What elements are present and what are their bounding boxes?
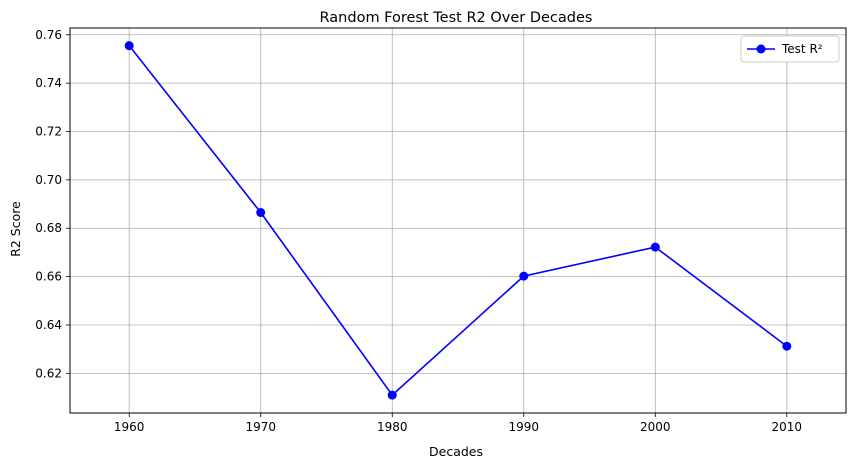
series-line: [128, 45, 788, 397]
plot-frame: [69, 27, 847, 414]
y-axis-label: R2 Score: [8, 201, 23, 257]
grid: [70, 28, 846, 413]
y-tick-label: 0.64: [35, 318, 62, 332]
legend-marker-sample: [756, 44, 766, 54]
x-axis: 1960 1970 1980 1990 2000 2010: [114, 413, 802, 434]
data-point: [256, 208, 266, 218]
x-tick-label: 1970: [245, 420, 276, 434]
x-tick-label: 1990: [508, 420, 539, 434]
x-axis-label: Decades: [429, 444, 483, 459]
x-tick-label: 2010: [772, 420, 803, 434]
x-tick-label: 2000: [640, 420, 671, 434]
x-tick-label: 1960: [114, 420, 145, 434]
y-tick-label: 0.72: [35, 125, 62, 139]
y-axis: 0.62 0.64 0.66 0.68 0.70 0.72 0.74 0.76: [35, 28, 70, 380]
series-layer: [124, 41, 792, 400]
y-tick-label: 0.76: [35, 28, 62, 42]
legend-box: [740, 35, 840, 63]
data-point: [124, 41, 134, 51]
x-tick-label: 1980: [377, 420, 408, 434]
y-tick-label: 0.66: [35, 270, 62, 284]
y-tick-label: 0.68: [35, 221, 62, 235]
legend-label: Test R²: [781, 42, 823, 56]
y-tick-label: 0.62: [35, 366, 62, 380]
legend: Test R²: [740, 35, 840, 63]
data-point: [519, 271, 529, 281]
data-point: [387, 390, 397, 400]
data-point: [782, 341, 792, 351]
chart-title: Random Forest Test R2 Over Decades: [320, 10, 593, 26]
y-tick-label: 0.74: [35, 76, 62, 90]
y-tick-label: 0.70: [35, 173, 62, 187]
data-point: [650, 242, 660, 252]
